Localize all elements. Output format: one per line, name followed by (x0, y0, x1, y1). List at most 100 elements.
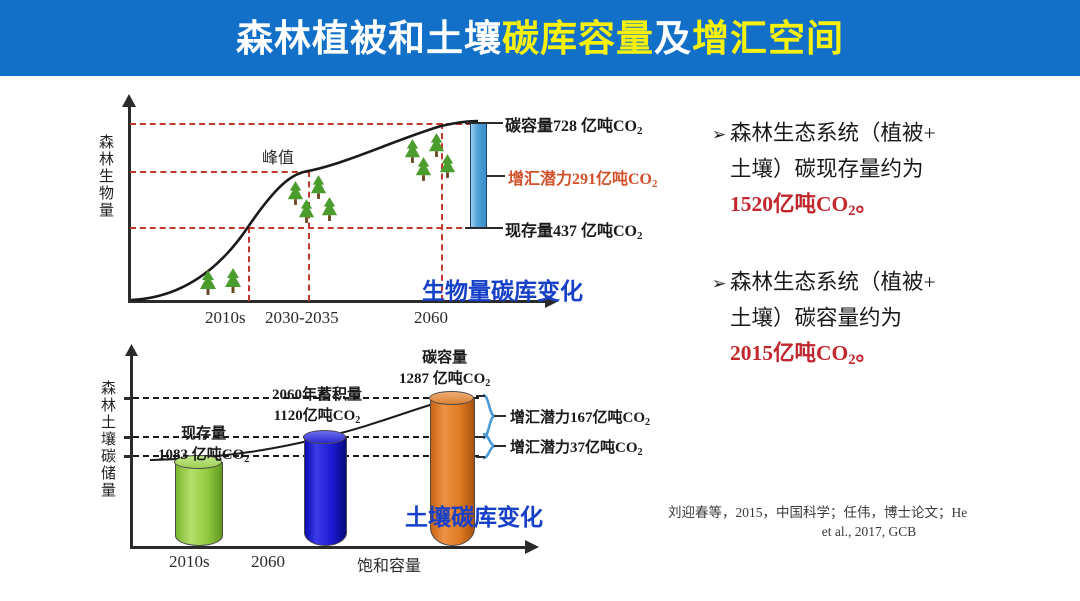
bullet-2-value: 2015亿吨CO2。 (730, 341, 878, 369)
gridline-capacity (130, 123, 472, 125)
biomass-chart-caption: 生物量碳库变化 (422, 279, 583, 305)
x-tick-2010s: 2010s (169, 552, 210, 571)
carbon-capacity-text: 碳容量728 亿吨CO (505, 118, 638, 135)
y-axis-line (128, 102, 131, 302)
y-axis-label: 森林生物量 (97, 134, 115, 219)
tree-icon (321, 197, 338, 221)
bullet-item-1: ➢ 森林生态系统（植被+ 土壤）碳现存量约为 1520亿吨CO2。 (712, 116, 1080, 225)
co2-subscript: 2 (485, 377, 491, 389)
bullet-1-line-2: 土壤）碳现存量约为 (730, 157, 924, 181)
slide-title-bar: 森林植被和土壤碳库容量及增汇空间 (0, 0, 1080, 76)
x-axis-line (130, 546, 528, 549)
page-title: 森林植被和土壤碳库容量及增汇空间 (236, 20, 844, 57)
potential-tick-line (487, 175, 505, 177)
tree-icon (298, 199, 315, 223)
gridline-peak (130, 171, 308, 173)
x-tick-2010s: 2010s (205, 308, 246, 327)
current-stock-annotation: 现存量437 亿吨CO2 (505, 217, 643, 243)
x-tick-2060: 2060 (414, 308, 448, 327)
increase-potential-bar (470, 123, 487, 228)
peak-annotation: 峰值 (262, 148, 295, 167)
tree-icon (404, 139, 421, 163)
y-axis-line (130, 352, 133, 548)
marker-2060 (441, 123, 443, 301)
biomass-growth-curve (130, 119, 479, 302)
capacity-value: 1287 亿吨CO2 (399, 371, 491, 389)
x-axis-arrow-icon (545, 294, 559, 308)
bar-top-ellipse (303, 430, 346, 444)
bar-body (304, 437, 347, 546)
bullet-arrow-icon: ➢ (712, 274, 727, 293)
bullet-1-value: 1520亿吨CO2。 (730, 192, 878, 220)
citation-line-1: 刘迎春等，2015，中国科学；任伟，博士论文；He (668, 505, 968, 520)
x-tick-saturation-capacity: 饱和容量 (357, 556, 422, 575)
title-segment-2: 碳库容量 (502, 16, 654, 60)
x-axis-line (128, 300, 548, 303)
bullet-item-2: ➢ 森林生态系统（植被+ 土壤）碳容量约为 2015亿吨CO2。 (712, 265, 1080, 374)
potential-167-annotation: 增汇潜力167亿吨CO2 (510, 410, 651, 428)
summary-panel: ➢ 森林生态系统（植被+ 土壤）碳现存量约为 1520亿吨CO2。 ➢ 森林生态系统… (712, 116, 1080, 414)
co2-subscript: 2 (637, 446, 643, 458)
stock-2060-title: 2060年蓄积量 (272, 387, 363, 403)
brace-pointer (494, 415, 506, 417)
soil-trend-line (149, 397, 456, 461)
bar-2010s (174, 455, 223, 546)
marker-2010s (248, 227, 250, 301)
citation-line-2: et al., 2017, GCB (821, 524, 917, 539)
increase-potential-text: 增汇潜力291亿吨CO (508, 171, 653, 188)
title-segment-3: 及 (654, 16, 692, 60)
y-axis-tick (124, 455, 133, 458)
bar-top-ellipse (174, 455, 222, 469)
bullet-arrow-icon: ➢ (712, 125, 727, 144)
co2-subscript: 2 (637, 230, 643, 243)
potential-37-annotation: 增汇潜力37亿吨CO2 (510, 440, 643, 458)
bar-saturation-capacity (429, 391, 475, 546)
soil-chart-caption: 土壤碳库变化 (405, 505, 543, 531)
current-stock-value: 1083 亿吨CO2 (158, 447, 250, 465)
co2-subscript: 2 (848, 352, 856, 369)
capacity-title: 碳容量 (422, 350, 468, 366)
tree-icon (310, 175, 327, 199)
tree-icon (225, 268, 241, 293)
co2-subscript: 2 (637, 125, 643, 138)
x-tick-2060: 2060 (251, 552, 285, 571)
y-axis-tick (124, 436, 133, 439)
brace-tick (476, 395, 485, 397)
carbon-capacity-annotation: 碳容量728 亿吨CO2 (505, 112, 643, 138)
y-axis-arrow-icon (125, 344, 138, 356)
soil-carbon-pool-chart: 森林土壤碳储量 现存量 1083 亿吨CO2 (0, 336, 700, 601)
co2-subscript: 2 (645, 416, 651, 428)
tree-icon (428, 133, 445, 157)
co2-subscript: 2 (848, 203, 856, 220)
tree-icon (287, 181, 304, 205)
tree-icon (439, 154, 456, 178)
bar-2060 (303, 430, 347, 546)
gridline-current-stock (130, 227, 472, 229)
bullet-2-line-2: 土壤）碳容量约为 (730, 306, 903, 330)
x-axis-arrow-icon (525, 540, 539, 554)
biomass-carbon-pool-chart: 森林生物量 (0, 76, 700, 336)
tree-icon (415, 157, 432, 181)
co2-subscript: 2 (355, 414, 361, 426)
title-segment-4: 增汇空间 (692, 16, 844, 60)
bar-body (175, 462, 223, 546)
brace-tick (476, 436, 485, 438)
bullet-2-line-1: ➢ 森林生态系统（植被+ (712, 265, 1080, 301)
stock-cap-line (465, 227, 503, 229)
brace-pointer (494, 445, 506, 447)
bullet-1-line-1: ➢ 森林生态系统（植被+ (712, 116, 1080, 152)
co2-subscript: 2 (244, 453, 250, 465)
stock-2060-annotation: 2060年蓄积量 1120亿吨CO2 (272, 383, 363, 426)
y-axis-tick (124, 397, 133, 400)
y-axis-label: 森林土壤碳储量 (99, 380, 117, 499)
current-stock-annotation: 现存量 1083 亿吨CO2 (158, 422, 250, 465)
citation-block: 刘迎春等，2015，中国科学；任伟，博士论文；He et al., 2017, … (668, 503, 1070, 541)
increase-potential-annotation: 增汇潜力291亿吨CO2 (508, 165, 657, 190)
current-stock-text: 现存量437 亿吨CO (505, 223, 638, 240)
y-axis-arrow-icon (122, 94, 136, 107)
bar-body (430, 398, 475, 546)
capacity-cap-line (465, 122, 503, 124)
capacity-annotation: 碳容量 1287 亿吨CO2 (399, 346, 491, 389)
marker-2030-2035 (308, 171, 310, 301)
